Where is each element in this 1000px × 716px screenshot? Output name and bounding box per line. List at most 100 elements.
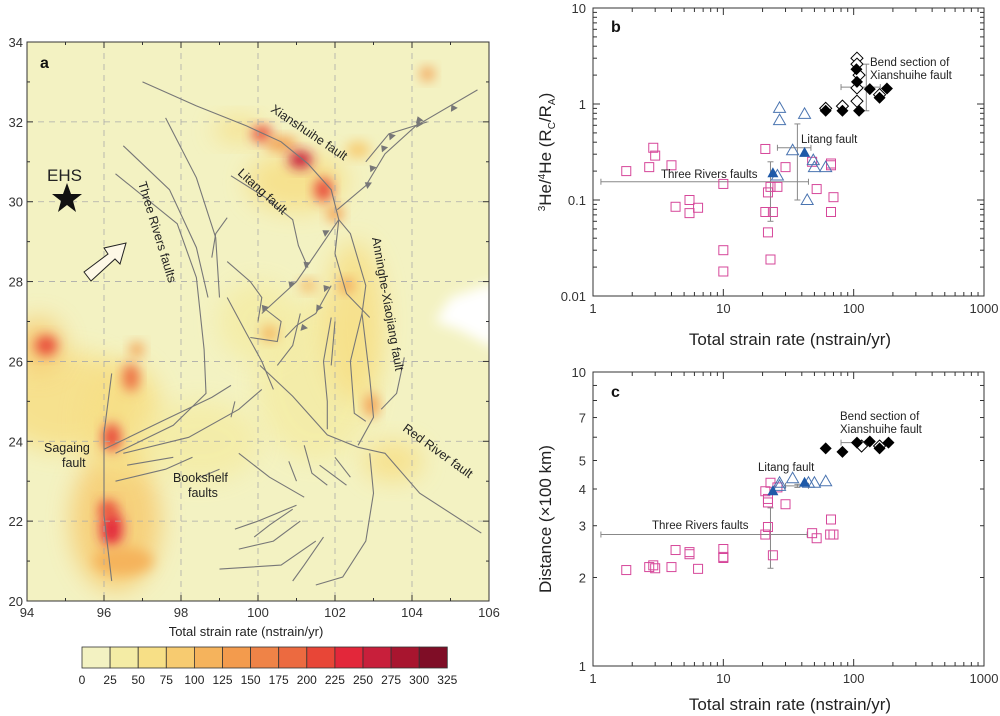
lat-tick-label: 26 [9,354,23,369]
data-point-square [684,549,695,560]
data-point-filled-diamond [836,445,849,458]
data-point-square [807,156,818,167]
data-point-square [684,195,695,205]
thrust-triangle [303,261,311,269]
data-point-filled-triangle [799,476,811,487]
fault-branch [334,219,371,318]
star-icon [52,183,82,212]
colorbar-tick-label: 250 [353,673,373,687]
strain-hotspot [420,66,435,81]
y-tick-label: 5 [579,454,586,469]
colorbar-swatch [165,646,195,669]
lon-tick-label: 96 [97,605,111,620]
plot-frame [592,7,985,297]
data-point-square [825,514,836,525]
colorbar-swatch [334,646,364,669]
panel-label-b: b [611,19,621,36]
panel-c-scatter: 1 10 100 1000 1 2 3 4 5 7 10 c Three Rivers faults… [536,365,998,714]
data-point-square [762,187,773,198]
data-point-square [644,162,655,173]
fault-segment [127,456,174,466]
label-bookshelf-2: faults [188,486,218,500]
data-point-filled-diamond [853,104,866,117]
thrust-triangle [381,145,389,153]
data-point-square [760,206,771,217]
thrust-triangle [369,165,377,173]
map-axis-ticks: 94 96 98 100 102 104 106 20 22 24 26 28 30 32 34 [9,35,500,620]
data-point-square [825,529,836,540]
strain-hotspot [265,136,298,151]
label-sagaing-1: Sagaing [44,441,90,455]
y-tick-label: 0.01 [561,289,586,304]
data-point-square [670,201,681,212]
red-river-fault [259,364,482,534]
colorbar-tick-label: 50 [132,673,146,687]
colorbar-tick-label: 175 [269,673,289,687]
strain-hotspot [102,423,121,452]
bookshelf-fault [238,520,301,550]
colorbar-tick-label: 125 [212,673,232,687]
data-point-square [772,181,783,192]
data-point-square [828,529,839,540]
data-point-square [684,208,695,219]
data-point-square [767,550,778,561]
strain-hotspot [288,150,313,169]
sagaing-fault [103,373,113,582]
colorbar: Total strain rate (nstrain/yr) 0 25 50 75 10… [79,624,458,687]
thrust-triangle [450,104,458,112]
thrust-fault [365,121,428,163]
strain-hotspot [129,342,144,357]
lon-tick-label: 98 [174,605,188,620]
colorbar-tick-label: 300 [409,673,429,687]
y-tick-label: 10 [572,1,586,16]
data-point-filled-diamond [850,75,863,88]
colorbar-tick-label: 150 [241,673,261,687]
thrust-triangle [364,182,372,190]
fault-segment [315,453,375,586]
x-tick-label: 10 [716,301,730,316]
data-point-square [621,565,632,576]
data-point-square [718,178,729,189]
x-tick-label: 1 [589,671,596,686]
y-tick-label: 10 [572,365,586,380]
data-point-square [762,227,773,238]
fault-segment [230,401,236,418]
data-point-square [621,166,632,177]
label-sagaing-2: fault [62,456,86,470]
data-point-filled-triangle [767,167,779,178]
fault-segment [115,456,193,482]
y-tick-label: 7 [579,411,586,426]
thrust-triangle [300,323,308,331]
annotation-bend-b-2: Xianshuihe fault [870,70,953,82]
thrust-triangle [323,284,331,293]
y-axis-label-c: Distance (×100 km) [536,445,555,593]
thrust-triangle [415,116,424,124]
thrust-triangle [388,133,396,141]
bookshelf-fault [200,468,220,478]
lon-tick-label: 106 [478,605,500,620]
colorbar-tick-label: 275 [381,673,401,687]
colorbar-tick-label: 25 [103,673,117,687]
y-tick-label: 4 [579,482,586,497]
fault-segment [123,388,263,454]
lon-tick-label: 104 [401,605,423,620]
no-data-area [435,284,489,346]
data-point-filled-diamond [873,91,886,104]
bookshelf-fault [303,445,328,486]
y-tick-label: 2 [579,570,586,585]
data-point-filled-diamond [836,104,849,117]
strain-hotspot [327,205,343,222]
data-point-open-triangle [772,478,787,491]
data-point-square [684,547,695,558]
data-point-square [811,184,822,195]
three-rivers-fault [115,173,207,454]
panel-label-c: c [611,384,620,401]
data-point-open-triangle [818,474,833,487]
annotation-litang-c: Litang fault [758,462,815,474]
bookshelf-fault [219,540,317,570]
three-rivers-fault [122,145,209,298]
strain-hotspot [98,500,117,519]
thrust-fault [336,89,478,211]
data-point-filled-diamond [819,104,832,117]
